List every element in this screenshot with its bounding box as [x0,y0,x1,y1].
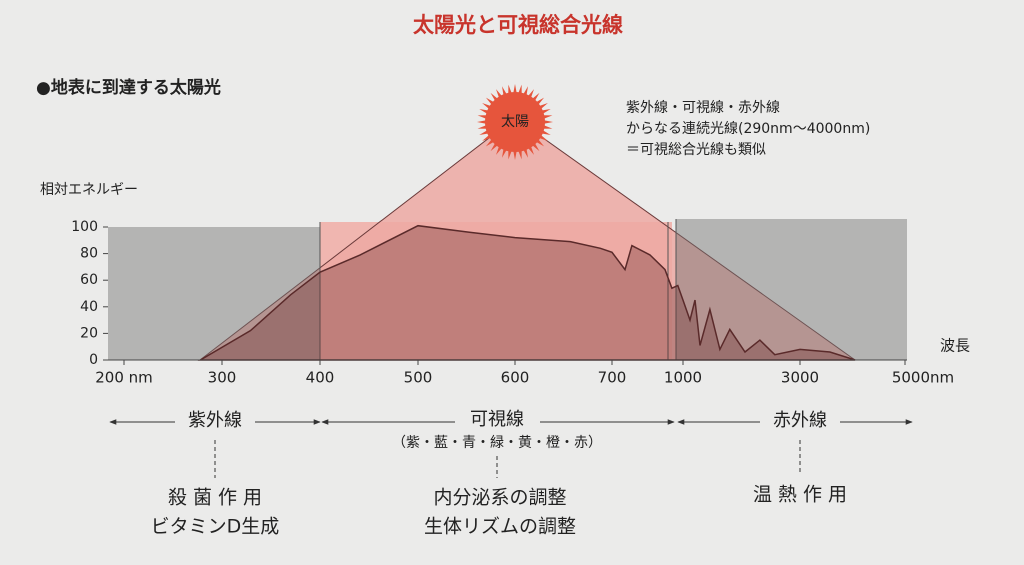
sun-ray [502,148,507,158]
sun-ray [482,103,491,109]
sun-ray [477,115,487,119]
effect: 生体リズムの調整 [424,516,576,538]
x-tick-label: 400 [306,369,335,387]
y-tick-label: 0 [89,352,98,368]
sun-ray [496,146,502,155]
sun-ray [539,135,548,141]
x-tick-label: 600 [501,369,530,387]
sun-ray [518,84,522,94]
band-arrows [109,419,913,478]
sun-ray [479,109,489,114]
effect: ビタミンD生成 [151,516,280,538]
sun-ray [479,130,489,135]
subtitle: ●地表に到達する太陽光 [36,77,221,98]
sun-ray [508,84,512,94]
sun-ray [528,146,534,155]
y-tick-label: 60 [80,272,98,288]
sun-label: 太陽 [501,114,529,130]
sun-ray [528,89,534,98]
annotation: からなる連続光線(290nm〜4000nm) [626,120,870,137]
sun-ray [513,150,517,160]
x-tick-label: 500 [404,369,433,387]
sun-ray [543,115,553,119]
sun-ray [523,148,528,158]
x-tick-label: 700 [598,369,627,387]
effect: 温 熱 作 用 [753,484,847,506]
annotation: ＝可視総合光線も類似 [626,142,766,158]
sun-ray [477,125,487,129]
band-label: 赤外線 [773,410,827,431]
y-tick-label: 40 [80,299,98,315]
sun-disc [485,92,545,152]
sun-ray [482,135,491,141]
band-colors: （紫・藍・青・緑・黄・橙・赤） [392,434,602,451]
x-tick-label: 5000nm [892,369,954,387]
sun [477,84,553,160]
chart-title: 太陽光と可視総合光線 [413,13,623,37]
sun-ray [513,84,517,94]
sun-ray [518,150,522,160]
band-label: 可視線 [470,409,524,430]
sun-ray [543,120,553,124]
sun-ray [539,103,548,109]
sun-ray [477,120,487,124]
sun-ray [523,86,528,96]
y-tick-label: 20 [80,325,98,341]
x-axis-label: 波長 [940,337,970,355]
y-tick-label: 100 [71,219,98,235]
sun-ray [541,130,551,135]
effect: 殺 菌 作 用 [168,487,262,509]
effect: 内分泌系の調整 [433,487,566,509]
band-label: 紫外線 [188,410,242,431]
sun-ray [508,150,512,160]
sun-ray [502,86,507,96]
y-tick-label: 80 [80,246,98,262]
x-tick-label: 300 [208,369,237,387]
sun-ray [541,109,551,114]
spectrum-area [197,224,856,361]
x-tick-label: 3000 [781,369,819,387]
ir-region [676,219,907,360]
x-tick-label: 1000 [664,369,702,387]
y-axis-label: 相対エネルギー [40,182,138,198]
sun-ray [543,125,553,129]
x-tick-label: 200 nm [95,369,153,387]
annotation: 紫外線・可視線・赤外線 [626,100,780,116]
sun-ray [496,89,502,98]
uv-region [108,227,320,360]
